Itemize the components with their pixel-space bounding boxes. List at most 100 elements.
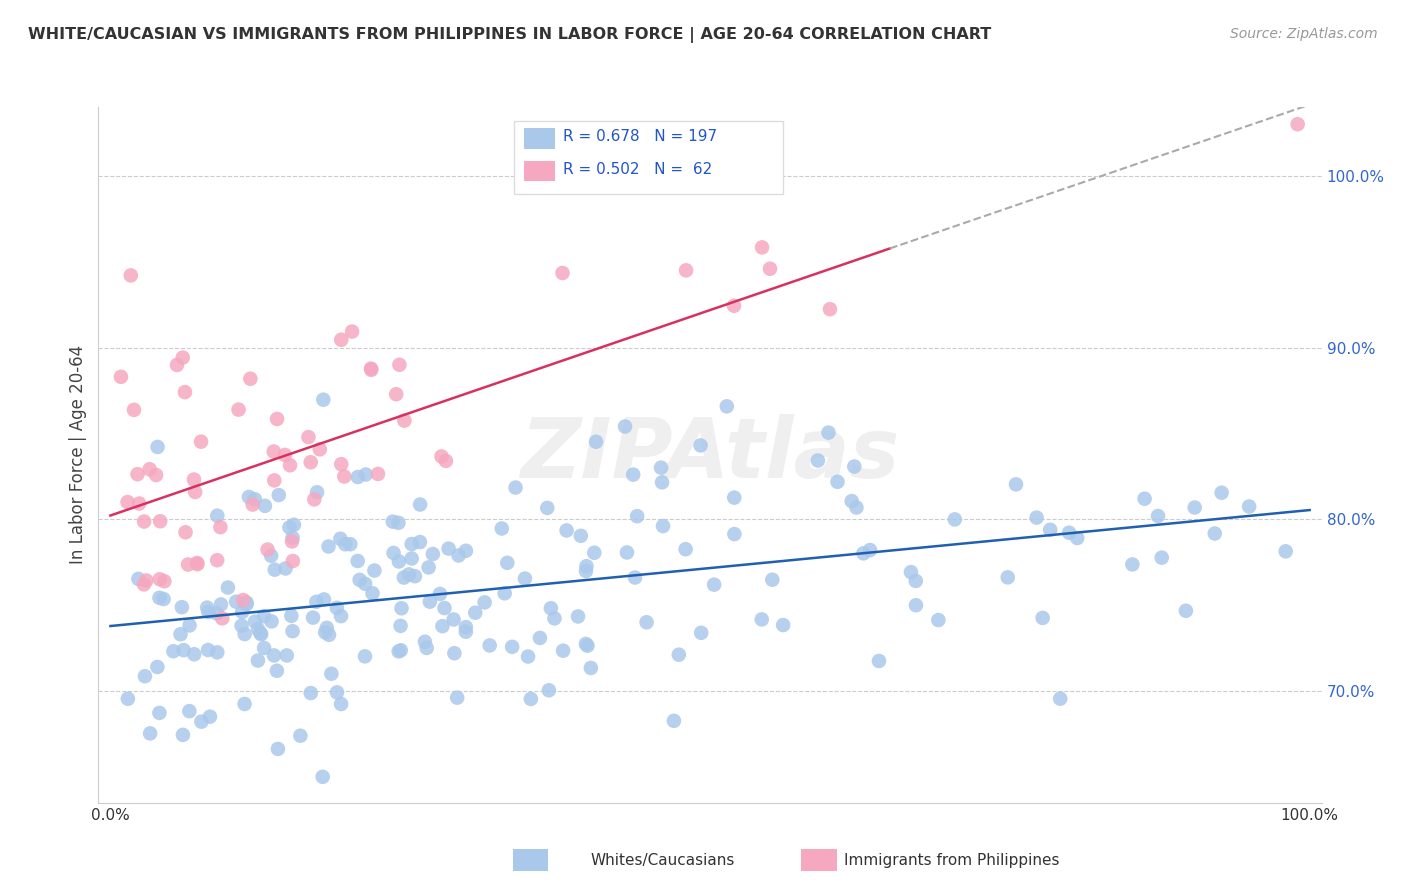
Point xyxy=(651,475,673,490)
Point xyxy=(494,586,516,600)
Point xyxy=(260,549,283,563)
Point xyxy=(186,556,208,570)
Point xyxy=(389,619,412,633)
Point xyxy=(723,491,745,505)
Point xyxy=(569,529,592,543)
Point xyxy=(283,517,305,532)
Point xyxy=(1049,691,1071,706)
Point xyxy=(575,559,598,574)
Point xyxy=(817,425,839,440)
Point xyxy=(1211,485,1233,500)
Point xyxy=(179,618,201,632)
Point xyxy=(429,587,451,601)
Point xyxy=(520,692,543,706)
Point xyxy=(274,561,297,575)
Point xyxy=(225,595,247,609)
Point xyxy=(703,577,725,591)
Point xyxy=(391,601,413,615)
Point xyxy=(1184,500,1206,515)
Point xyxy=(505,481,527,495)
Point xyxy=(330,609,353,624)
Point xyxy=(401,537,423,551)
Point xyxy=(184,485,207,500)
Point xyxy=(409,498,432,512)
Point xyxy=(205,607,228,621)
Point xyxy=(190,714,212,729)
Point xyxy=(772,618,794,632)
Point xyxy=(122,403,145,417)
Point xyxy=(139,726,162,740)
Point xyxy=(304,492,326,507)
Point xyxy=(172,351,194,365)
Point xyxy=(997,570,1019,584)
Point xyxy=(239,372,262,386)
Point xyxy=(446,690,468,705)
Point xyxy=(652,519,675,533)
Point xyxy=(614,419,637,434)
Point xyxy=(388,554,411,568)
Point xyxy=(1005,477,1028,491)
Point xyxy=(153,574,176,589)
Point xyxy=(668,648,690,662)
Point xyxy=(354,576,377,591)
Point xyxy=(413,634,436,648)
Point xyxy=(501,640,523,654)
Point xyxy=(927,613,949,627)
Text: Immigrants from Philippines: Immigrants from Philippines xyxy=(844,854,1059,868)
Point xyxy=(148,706,170,720)
Point xyxy=(675,263,697,277)
Point xyxy=(117,495,139,509)
Point xyxy=(398,567,420,582)
Point xyxy=(636,615,658,630)
Point xyxy=(841,494,863,508)
Point xyxy=(281,554,304,568)
Point xyxy=(474,595,496,609)
Point xyxy=(318,540,340,554)
Point xyxy=(551,643,574,657)
Point xyxy=(361,586,384,600)
Point xyxy=(751,240,773,254)
Point xyxy=(392,570,415,584)
Text: R = 0.502   N =  62: R = 0.502 N = 62 xyxy=(564,162,713,178)
Point xyxy=(904,574,927,588)
Point xyxy=(1286,117,1309,131)
Point xyxy=(689,438,711,452)
Point xyxy=(172,728,194,742)
Point xyxy=(329,532,352,546)
Point xyxy=(394,414,416,428)
Text: ZIPAtlas: ZIPAtlas xyxy=(520,415,900,495)
Point xyxy=(278,520,301,534)
Point xyxy=(207,508,229,523)
Point xyxy=(1147,508,1170,523)
Point xyxy=(540,601,562,615)
Point xyxy=(585,434,607,449)
Point xyxy=(367,467,389,481)
Point xyxy=(280,608,302,623)
Point xyxy=(312,592,335,607)
Text: R = 0.678   N = 197: R = 0.678 N = 197 xyxy=(564,129,717,145)
Bar xyxy=(515,121,783,194)
Point xyxy=(238,490,260,504)
Bar xyxy=(524,161,555,181)
Point xyxy=(662,714,685,728)
Point xyxy=(491,521,513,535)
Point xyxy=(170,600,193,615)
Point xyxy=(354,649,377,664)
Point xyxy=(333,469,356,483)
Point xyxy=(326,600,349,615)
Point xyxy=(1274,544,1296,558)
Point xyxy=(723,299,745,313)
Point xyxy=(454,624,477,639)
Point xyxy=(900,565,922,579)
Point xyxy=(404,569,426,583)
Point xyxy=(751,612,773,626)
Point xyxy=(281,534,304,549)
Point xyxy=(1174,604,1197,618)
Point xyxy=(827,475,849,489)
Point xyxy=(302,610,325,624)
Point xyxy=(621,467,644,482)
Point xyxy=(146,660,169,674)
Point xyxy=(1039,523,1062,537)
Point xyxy=(263,563,285,577)
Point xyxy=(179,704,201,718)
